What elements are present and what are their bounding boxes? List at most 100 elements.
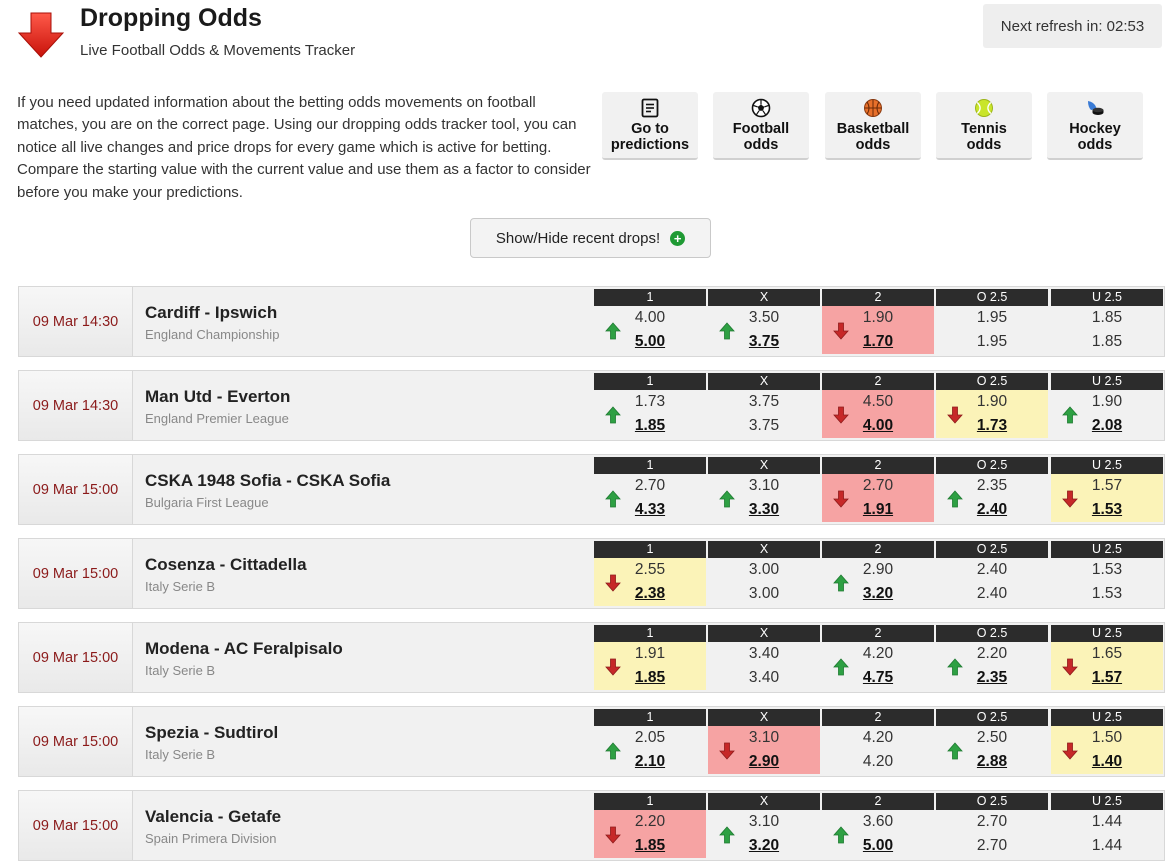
opening-odds: 2.20 [976,645,1008,662]
match-teams[interactable]: CSKA 1948 Sofia - CSKA Sofia [145,471,391,490]
current-odds: 4.75 [862,669,894,686]
hockey-label-line2: odds [1077,137,1113,153]
odds-cell[interactable]: O 2.5 1.90 1.73 [936,373,1048,439]
opening-odds: 2.35 [976,477,1008,494]
odds-cell[interactable]: 1 4.00 5.00 [594,289,706,355]
odds-values: 2.90 3.20 [822,558,934,606]
match-row[interactable]: 09 Mar 15:00 Valencia - Getafe Spain Prime… [18,790,1165,861]
current-odds: 5.00 [862,837,894,854]
match-time: 09 Mar 15:00 [19,707,133,776]
match-row[interactable]: 09 Mar 15:00 Spezia - Sudtirol Italy Serie… [18,706,1165,777]
match-teams[interactable]: Cosenza - Cittadella [145,555,307,574]
odds-cell[interactable]: O 2.5 2.70 2.70 [936,793,1048,859]
odds-values: 2.35 2.40 [936,474,1048,522]
odds-column-header: U 2.5 [1051,709,1163,726]
odds-cell[interactable]: 1 2.20 1.85 [594,793,706,859]
plus-circle-icon: + [670,230,686,246]
odds-cell[interactable]: 1 2.55 2.38 [594,541,706,607]
odds-cell[interactable]: O 2.5 2.20 2.35 [936,625,1048,691]
odds-cell[interactable]: 1 2.70 4.33 [594,457,706,523]
odds-cell[interactable]: 2 4.20 4.75 [822,625,934,691]
odds-cell[interactable]: 2 4.20 4.20 [822,709,934,775]
arrow-up-icon [947,490,963,508]
odds-cell[interactable]: X 3.75 3.75 [708,373,820,439]
odds-cell[interactable]: X 3.50 3.75 [708,289,820,355]
odds-cell[interactable]: 1 2.05 2.10 [594,709,706,775]
match-teams[interactable]: Cardiff - Ipswich [145,303,278,322]
match-teams[interactable]: Modena - AC Feralpisalo [145,639,343,658]
odds-cell[interactable]: 1 1.91 1.85 [594,625,706,691]
odds-cell[interactable]: U 2.5 1.44 1.44 [1051,793,1163,859]
basketball-odds-button[interactable]: Basketball odds [825,92,921,160]
odds-cell[interactable]: 2 4.50 4.00 [822,373,934,439]
odds-column-header: 2 [822,373,934,390]
opening-odds: 3.50 [748,309,780,326]
odds-column-header: 1 [594,289,706,306]
odds-cell[interactable]: 2 3.60 5.00 [822,793,934,859]
odds-cell[interactable]: U 2.5 1.50 1.40 [1051,709,1163,775]
odds-cell[interactable]: U 2.5 1.65 1.57 [1051,625,1163,691]
odds-cell[interactable]: 2 2.70 1.91 [822,457,934,523]
basketball-icon [864,99,882,117]
odds-cell[interactable]: X 3.10 3.20 [708,793,820,859]
match-row[interactable]: 09 Mar 14:30 Cardiff - Ipswich England Cha… [18,286,1165,357]
odds-cell[interactable]: U 2.5 1.85 1.85 [1051,289,1163,355]
match-row[interactable]: 09 Mar 14:30 Man Utd - Everton England Pre… [18,370,1165,441]
odds-column-header: 1 [594,793,706,810]
odds-cell[interactable]: U 2.5 1.53 1.53 [1051,541,1163,607]
odds-values: 3.10 3.30 [708,474,820,522]
odds-column-header: U 2.5 [1051,457,1163,474]
match-teams[interactable]: Man Utd - Everton [145,387,291,406]
odds-cell[interactable]: 1 1.73 1.85 [594,373,706,439]
arrow-up-icon [719,490,735,508]
odds-cell[interactable]: O 2.5 2.40 2.40 [936,541,1048,607]
arrow-up-icon [947,658,963,676]
odds-cell[interactable]: 2 2.90 3.20 [822,541,934,607]
odds-values: 1.90 1.73 [936,390,1048,438]
odds-column-header: X [708,793,820,810]
current-odds: 3.40 [748,669,780,686]
opening-odds: 3.10 [748,729,780,746]
opening-odds: 4.20 [862,729,894,746]
odds-cell[interactable]: U 2.5 1.90 2.08 [1051,373,1163,439]
match-teams[interactable]: Valencia - Getafe [145,807,282,826]
arrow-down-icon [605,826,621,844]
opening-odds: 1.53 [1091,561,1123,578]
odds-cell[interactable]: U 2.5 1.57 1.53 [1051,457,1163,523]
opening-odds: 3.10 [748,813,780,830]
football-odds-button[interactable]: Football odds [713,92,809,160]
odds-values: 3.50 3.75 [708,306,820,354]
current-odds: 1.53 [1091,585,1123,602]
current-odds: 4.33 [634,501,666,518]
arrow-up-icon [833,574,849,592]
odds-values: 1.90 2.08 [1051,390,1163,438]
odds-cell[interactable]: O 2.5 2.35 2.40 [936,457,1048,523]
odds-cell[interactable]: X 3.00 3.00 [708,541,820,607]
arrow-up-icon [605,742,621,760]
arrow-down-icon [947,406,963,424]
hockey-odds-button[interactable]: Hockey odds [1047,92,1143,160]
current-odds: 2.10 [634,753,666,770]
current-odds: 2.90 [748,753,780,770]
match-row[interactable]: 09 Mar 15:00 CSKA 1948 Sofia - CSKA Sofia… [18,454,1165,525]
match-row[interactable]: 09 Mar 15:00 Cosenza - Cittadella Italy Se… [18,538,1165,609]
refresh-countdown: Next refresh in: 02:53 [983,4,1162,48]
odds-cell[interactable]: O 2.5 1.95 1.95 [936,289,1048,355]
arrow-down-icon [833,490,849,508]
football-label-line2: odds [743,137,779,153]
predictions-button[interactable]: Go to predictions [602,92,698,160]
odds-cell[interactable]: 2 1.90 1.70 [822,289,934,355]
opening-odds: 1.50 [1091,729,1123,746]
match-league: Italy Serie B [145,663,216,678]
opening-odds: 2.20 [634,813,666,830]
match-row[interactable]: 09 Mar 15:00 Modena - AC Feralpisalo Italy… [18,622,1165,693]
odds-cell[interactable]: X 3.40 3.40 [708,625,820,691]
page-header: Dropping Odds Live Football Odds & Movem… [0,0,1169,80]
tennis-odds-button[interactable]: Tennis odds [936,92,1032,160]
odds-cell[interactable]: X 3.10 2.90 [708,709,820,775]
odds-cell[interactable]: O 2.5 2.50 2.88 [936,709,1048,775]
odds-cell[interactable]: X 3.10 3.30 [708,457,820,523]
match-teams[interactable]: Spezia - Sudtirol [145,723,279,742]
show-hide-drops-button[interactable]: Show/Hide recent drops! + [470,218,711,258]
odds-values: 3.40 3.40 [708,642,820,690]
